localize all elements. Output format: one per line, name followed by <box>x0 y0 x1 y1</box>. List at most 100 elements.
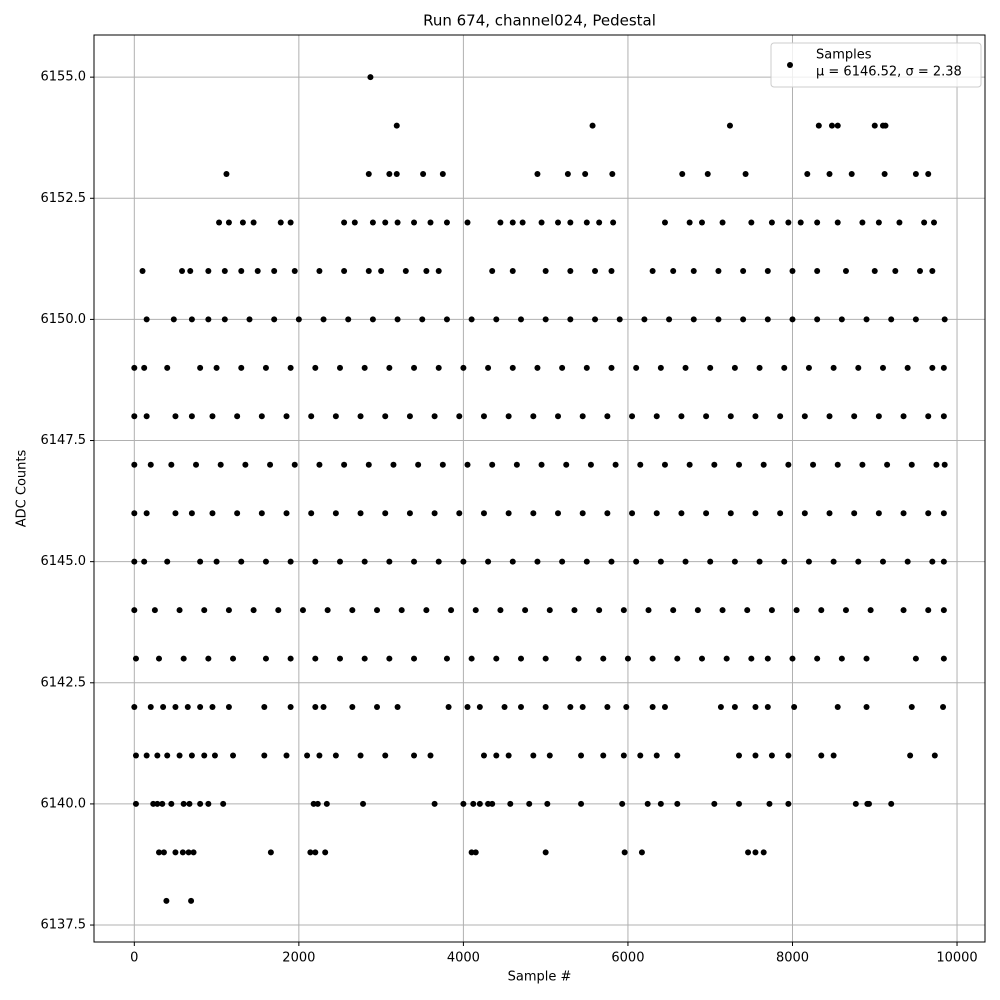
data-point <box>522 607 529 614</box>
data-point <box>674 800 681 807</box>
y-tick-label: 6155.0 <box>41 70 87 85</box>
data-point <box>546 752 553 759</box>
data-point <box>517 316 524 323</box>
data-point <box>205 655 212 662</box>
data-point <box>793 607 800 614</box>
data-point <box>567 219 574 226</box>
data-point <box>164 558 171 565</box>
data-point <box>188 316 195 323</box>
data-point <box>336 364 343 371</box>
data-point <box>493 752 500 759</box>
data-point <box>657 558 664 565</box>
data-point <box>929 364 936 371</box>
data-point <box>719 219 726 226</box>
data-point <box>283 752 290 759</box>
data-point <box>679 171 686 178</box>
data-point <box>727 510 734 517</box>
data-point <box>223 171 230 178</box>
data-point <box>159 800 166 807</box>
data-point <box>637 461 644 468</box>
data-point <box>629 413 636 420</box>
data-point <box>575 655 582 662</box>
data-point <box>921 219 928 226</box>
data-point <box>865 800 872 807</box>
data-point <box>896 219 903 226</box>
data-point <box>727 413 734 420</box>
data-point <box>143 510 150 517</box>
data-point <box>131 607 138 614</box>
data-point <box>674 655 681 662</box>
data-point <box>517 704 524 711</box>
data-point <box>842 607 849 614</box>
y-tick-label: 6142.5 <box>41 675 87 690</box>
data-point <box>756 364 763 371</box>
data-point <box>250 219 257 226</box>
data-point <box>201 752 208 759</box>
data-point <box>801 413 808 420</box>
data-point <box>225 607 232 614</box>
data-point <box>238 364 245 371</box>
data-point <box>155 849 162 856</box>
data-point <box>863 316 870 323</box>
data-point <box>427 219 434 226</box>
data-point <box>542 704 549 711</box>
data-point <box>851 510 858 517</box>
data-point <box>322 849 329 856</box>
data-point <box>242 461 249 468</box>
data-point <box>542 267 549 274</box>
data-point <box>406 510 413 517</box>
data-point <box>345 316 352 323</box>
data-point <box>619 800 626 807</box>
data-point <box>748 655 755 662</box>
data-point <box>187 267 194 274</box>
data-point <box>308 413 315 420</box>
x-tick-label: 8000 <box>776 951 809 966</box>
data-point <box>686 461 693 468</box>
data-point <box>526 800 533 807</box>
data-point <box>563 461 570 468</box>
data-point <box>316 267 323 274</box>
data-point <box>900 607 907 614</box>
x-tick-label: 2000 <box>282 951 315 966</box>
data-point <box>411 558 418 565</box>
data-point <box>925 607 932 614</box>
data-point <box>649 267 656 274</box>
data-point <box>542 655 549 662</box>
data-point <box>781 364 788 371</box>
data-point <box>150 800 157 807</box>
data-point <box>940 607 947 614</box>
data-point <box>131 461 138 468</box>
data-point <box>201 607 208 614</box>
data-point <box>900 413 907 420</box>
data-point <box>411 219 418 226</box>
data-point <box>132 800 139 807</box>
legend-box <box>770 42 982 88</box>
data-point <box>653 510 660 517</box>
data-point <box>443 219 450 226</box>
data-point <box>723 655 730 662</box>
data-point <box>842 267 849 274</box>
data-point <box>559 364 566 371</box>
data-point <box>291 461 298 468</box>
data-point <box>633 364 640 371</box>
data-point <box>604 704 611 711</box>
data-point <box>271 267 278 274</box>
data-point <box>197 558 204 565</box>
data-point <box>420 171 427 178</box>
data-point <box>258 510 265 517</box>
data-point <box>141 364 148 371</box>
data-point <box>197 364 204 371</box>
data-point <box>155 655 162 662</box>
data-point <box>848 171 855 178</box>
data-point <box>398 607 405 614</box>
data-point <box>670 267 677 274</box>
data-point <box>164 364 171 371</box>
data-point <box>544 800 551 807</box>
data-point <box>172 704 179 711</box>
data-point <box>852 800 859 807</box>
data-point <box>411 655 418 662</box>
legend-marker <box>787 62 793 68</box>
data-point <box>470 800 477 807</box>
data-point <box>745 849 752 856</box>
data-point <box>131 413 138 420</box>
